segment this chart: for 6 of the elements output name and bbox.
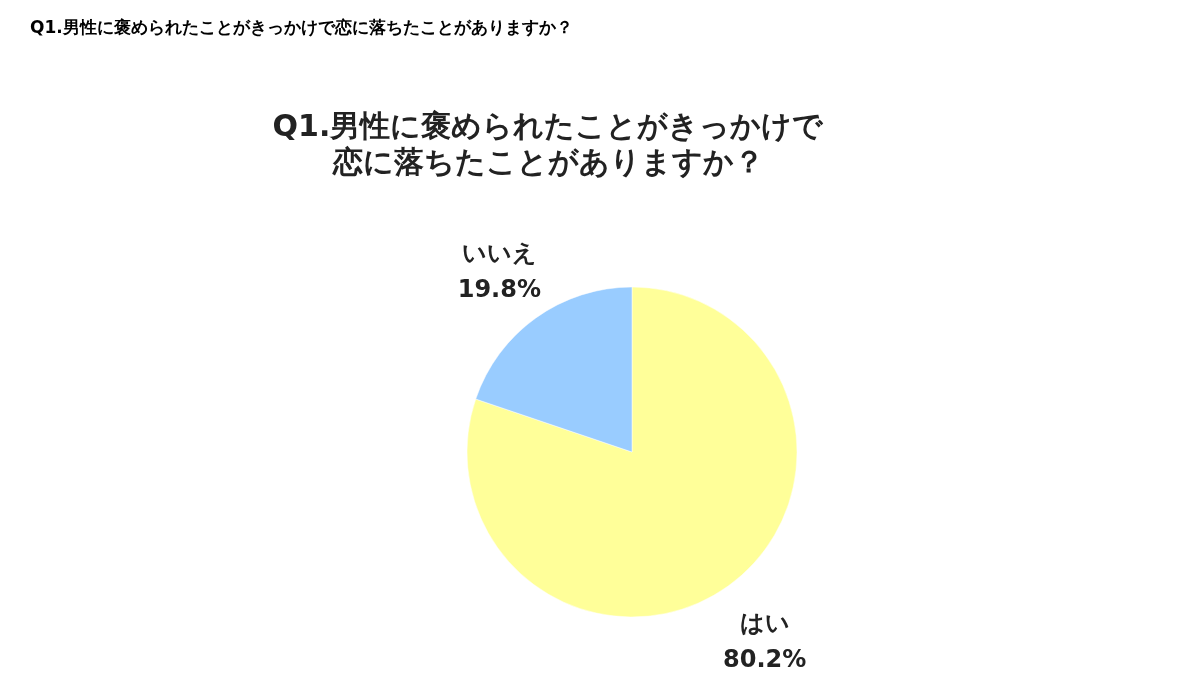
text: Q1.男性に褒められたことがきっかけで恋に落ちたことがありますか？ [30,16,573,39]
data-label: 80.2% [723,645,807,674]
slice-label: いいえ [461,238,537,267]
chart-subtitle: Q1.男性に褒められたことがきっかけで恋に落ちたことがありますか？ [271,108,825,180]
slice-label: はい [739,609,790,638]
data-label: 19.8% [457,274,541,303]
